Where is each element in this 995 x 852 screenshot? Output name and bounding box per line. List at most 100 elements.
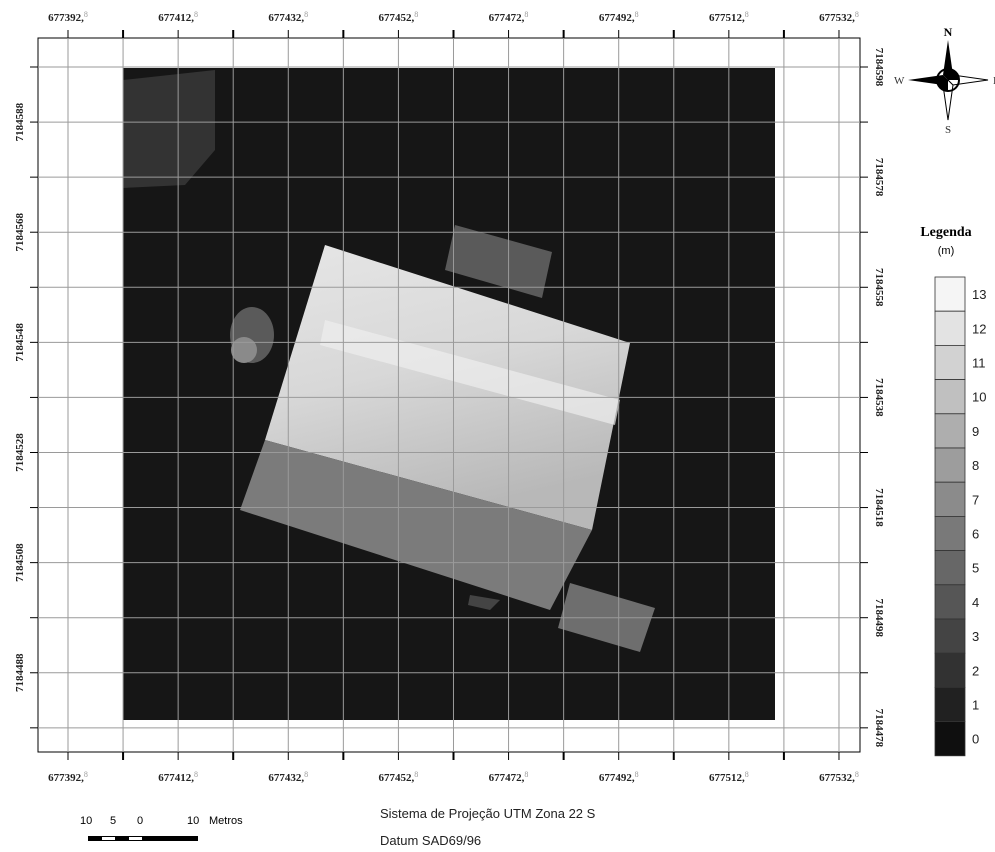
- coordinate-suffix: 8: [194, 770, 198, 779]
- tree: [231, 337, 257, 363]
- scale-bar-segment: [102, 837, 115, 840]
- coordinate-label: 7184508: [14, 543, 26, 582]
- legend-label: 13: [972, 287, 986, 302]
- scale-label: 0: [137, 815, 143, 827]
- scale-label: 10: [187, 815, 199, 827]
- scale-bar-segment: [88, 836, 198, 841]
- coordinate-suffix: 8: [84, 770, 88, 779]
- coordinate-suffix: 8: [194, 10, 198, 19]
- raster: [123, 68, 775, 720]
- projection-text: Sistema de Projeção UTM Zona 22 S: [380, 806, 596, 821]
- legend-title: Legenda: [920, 225, 971, 240]
- coordinate-value: 677432,: [268, 772, 304, 784]
- coordinate-label: 677412,8: [158, 770, 198, 784]
- compass-n: N: [944, 25, 953, 39]
- coordinate-label: 677452,8: [379, 10, 419, 24]
- coordinate-value: 677492,: [599, 12, 635, 24]
- coordinate-label: 7184598: [873, 48, 885, 87]
- coordinate-suffix: 8: [855, 770, 859, 779]
- vegetation: [123, 70, 215, 188]
- coordinate-value: 677512,: [709, 772, 745, 784]
- coordinate-value: 677392,: [48, 12, 84, 24]
- legend-label: 2: [972, 663, 979, 678]
- legend-swatch: [934, 413, 966, 449]
- legend-swatch: [934, 481, 966, 517]
- coordinate-label: 677472,8: [489, 770, 529, 784]
- compass-s: S: [945, 124, 951, 136]
- coordinate-suffix: 8: [414, 770, 418, 779]
- roof-lower: [240, 440, 592, 610]
- coordinate-label: 677532,8: [819, 770, 859, 784]
- grid: [38, 38, 860, 752]
- coordinate-label: 677432,8: [268, 10, 308, 24]
- coordinate-label: 677472,8: [489, 10, 529, 24]
- coordinate-label: 7184488: [14, 653, 26, 692]
- coordinate-label: 677492,8: [599, 770, 639, 784]
- coordinate-value: 677512,: [709, 12, 745, 24]
- coordinate-value: 677472,: [489, 12, 525, 24]
- compass-w: W: [894, 75, 905, 87]
- coordinate-label: 677512,8: [709, 770, 749, 784]
- legend-swatch: [934, 721, 966, 757]
- legend-swatch: [934, 687, 966, 723]
- coordinate-suffix: 8: [745, 10, 749, 19]
- compass-fill: [937, 69, 959, 91]
- coordinate-value: 677452,: [379, 772, 415, 784]
- legend-label: 11: [972, 356, 986, 371]
- coordinate-label: 7184498: [873, 598, 885, 637]
- legend-swatch: [934, 652, 966, 688]
- legend-swatch: [934, 618, 966, 654]
- coordinate-value: 677492,: [599, 772, 635, 784]
- coordinate-label: 7184558: [873, 268, 885, 307]
- coordinate-label: 7184528: [14, 433, 26, 472]
- legend-label: 3: [972, 629, 979, 644]
- scale-label: 10: [80, 815, 92, 827]
- legend-swatch: [934, 379, 966, 415]
- coordinate-label: 7184518: [873, 488, 885, 527]
- legend-label: 6: [972, 527, 979, 542]
- coordinate-value: 677412,: [158, 12, 194, 24]
- compass: N S E W: [894, 25, 995, 136]
- coordinate-label: 7184578: [873, 158, 885, 197]
- coordinate-label: 7184548: [14, 323, 26, 362]
- scale-bar-segment: [129, 837, 142, 840]
- coordinate-value: 677412,: [158, 772, 194, 784]
- legend-swatch: [934, 310, 966, 346]
- coordinate-label: 677532,8: [819, 10, 859, 24]
- coordinate-suffix: 8: [635, 10, 639, 19]
- legend-label: 5: [972, 561, 979, 576]
- coordinate-label: 7184588: [14, 102, 26, 141]
- legend-swatch: [934, 550, 966, 586]
- compass-e: E: [993, 75, 995, 87]
- legend-label: 8: [972, 458, 979, 473]
- coordinate-suffix: 8: [745, 770, 749, 779]
- legend-label: 0: [972, 732, 979, 747]
- legend-label: 7: [972, 492, 979, 507]
- coordinate-suffix: 8: [855, 10, 859, 19]
- roof-ridge: [320, 320, 620, 425]
- roof-upper: [265, 245, 630, 530]
- coordinate-label: 7184478: [873, 709, 885, 748]
- coordinate-label: 7184538: [873, 378, 885, 417]
- legend-swatch: [934, 516, 966, 552]
- coordinate-label: 677432,8: [268, 770, 308, 784]
- coordinate-value: 677392,: [48, 772, 84, 784]
- coordinate-label: 677392,8: [48, 10, 88, 24]
- coordinate-suffix: 8: [84, 10, 88, 19]
- legend-label: 9: [972, 424, 979, 439]
- coordinate-suffix: 8: [524, 770, 528, 779]
- ticks: 677392,8677392,8677412,8677412,8677432,8…: [14, 10, 885, 784]
- coordinate-label: 677512,8: [709, 10, 749, 24]
- legend-label: 4: [972, 595, 979, 610]
- object: [468, 595, 500, 610]
- scale-label: 5: [110, 815, 116, 827]
- scale-label: Metros: [209, 815, 243, 827]
- legend-label: 12: [972, 321, 986, 336]
- legend-swatch: [934, 584, 966, 620]
- legend-swatch: [934, 276, 966, 312]
- coordinate-suffix: 8: [635, 770, 639, 779]
- coordinate-label: 677392,8: [48, 770, 88, 784]
- legend-label: 10: [972, 390, 986, 405]
